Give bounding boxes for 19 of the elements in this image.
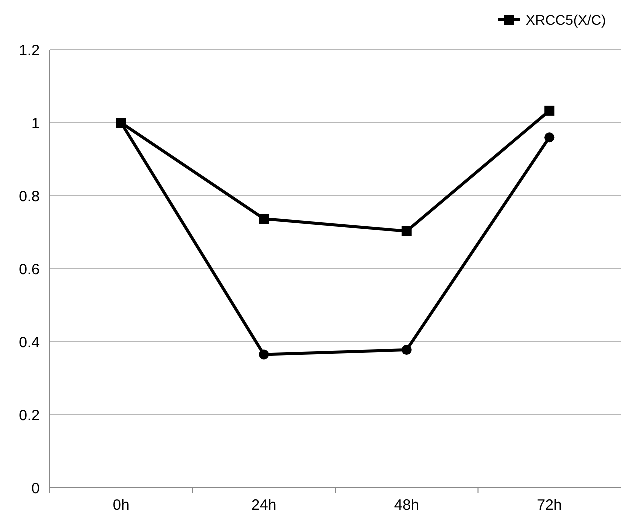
y-tick-label: 0.4 xyxy=(19,334,40,352)
x-tick-label: 24h xyxy=(252,497,277,514)
x-tick-label: 48h xyxy=(394,497,420,514)
point xyxy=(544,132,555,143)
x-tick-label: 0h xyxy=(113,497,130,514)
y-tick-label: 0.2 xyxy=(19,407,40,424)
point xyxy=(259,214,270,224)
y-tick-label: 1.2 xyxy=(19,42,40,60)
x-tick-label: 72h xyxy=(537,497,562,514)
point xyxy=(116,118,126,128)
point xyxy=(259,350,270,360)
point xyxy=(402,345,412,356)
y-tick-label: 0.6 xyxy=(19,261,40,278)
y-tick-label: 0.8 xyxy=(19,188,40,206)
y-tick-label: 0 xyxy=(32,480,40,498)
point xyxy=(402,226,412,236)
legend-label: XRCC5(X/C) xyxy=(526,12,606,28)
y-tick-label: 1 xyxy=(32,115,40,132)
point xyxy=(544,106,555,116)
